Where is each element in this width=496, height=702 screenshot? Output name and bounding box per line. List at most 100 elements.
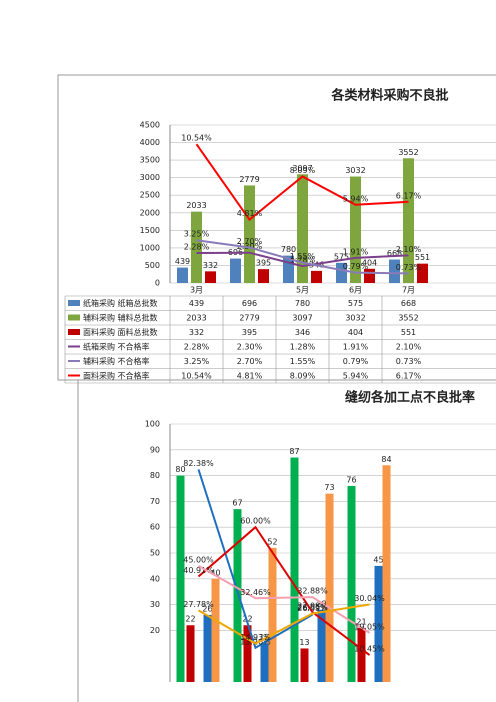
data-label: 6.17% <box>396 191 422 200</box>
y-tick-label: 2500 <box>140 191 160 200</box>
table-cell: 3.25% <box>184 357 210 366</box>
data-label: 21 <box>356 617 366 626</box>
table-cell: 3032 <box>345 314 365 323</box>
legend-swatch <box>68 314 80 321</box>
bar <box>364 268 375 283</box>
data-label: 439 <box>175 257 190 266</box>
data-label: 84 <box>381 455 391 464</box>
legend-label: 面料采购 不合格率 <box>83 371 150 381</box>
data-label: 45.00% <box>183 555 214 564</box>
bar <box>268 547 277 682</box>
bar <box>258 269 269 283</box>
table-cell: 8.09% <box>290 372 316 381</box>
data-label: 26.55% <box>297 603 328 612</box>
bar <box>417 263 428 283</box>
table-cell: 2033 <box>186 314 206 323</box>
y-tick-label: 60 <box>150 523 160 532</box>
data-label: 87 <box>289 447 299 456</box>
table-cell: 2779 <box>239 314 259 323</box>
table-cell: 4.81% <box>237 372 263 381</box>
y-tick-label: 20 <box>150 626 160 635</box>
bar <box>211 578 220 682</box>
y-tick-label: 50 <box>150 549 160 558</box>
y-tick-label: 70 <box>150 497 160 506</box>
bar <box>374 565 383 682</box>
y-tick-label: 3000 <box>140 173 160 182</box>
x-tick-label: 6月 <box>349 286 362 295</box>
data-label: 10.54% <box>181 134 212 143</box>
data-label: 13 <box>299 638 309 647</box>
data-label: 551 <box>415 253 430 262</box>
x-tick-label: 3月 <box>190 286 203 295</box>
bar <box>297 174 308 283</box>
data-label: 27.78% <box>183 600 214 609</box>
bar <box>244 185 255 283</box>
bar <box>203 614 212 682</box>
data-label: 1.55% <box>290 252 316 261</box>
data-label: 27.08% <box>297 602 328 611</box>
data-label: 40.91% <box>183 566 214 575</box>
data-label: 575 <box>334 252 349 261</box>
data-label: 22 <box>242 615 252 624</box>
x-tick-label: 5月 <box>296 286 309 295</box>
legend-swatch <box>68 300 80 306</box>
table-cell: 0.79% <box>343 357 369 366</box>
chart-title: 各类材料采购不良批 <box>330 88 448 104</box>
table-cell: 439 <box>189 299 204 308</box>
y-tick-label: 2000 <box>140 208 160 217</box>
table-cell: 1.91% <box>343 343 369 352</box>
data-label: 10.45% <box>354 645 385 654</box>
bar <box>176 475 185 682</box>
table-cell: 1.28% <box>290 343 316 352</box>
legend-label: 纸箱采购 不合格率 <box>83 342 150 352</box>
y-tick-label: 4500 <box>140 121 160 130</box>
data-label: 2779 <box>239 175 259 184</box>
bar <box>186 625 195 682</box>
bar <box>290 457 299 682</box>
bar <box>205 271 216 283</box>
data-label: 30.04% <box>354 594 385 603</box>
y-tick-label: 1000 <box>140 243 160 252</box>
data-label: 0.79% <box>343 262 369 271</box>
chart-frame <box>77 379 496 702</box>
legend-label: 辅料采购 不合格率 <box>83 356 150 366</box>
table-cell: 2.28% <box>184 343 210 352</box>
bar <box>283 255 294 283</box>
table-cell: 346 <box>295 328 310 337</box>
y-tick-label: 40 <box>150 574 160 583</box>
data-label: 22 <box>185 615 195 624</box>
table-cell: 575 <box>348 299 363 308</box>
x-tick-label: 7月 <box>402 286 415 295</box>
table-cell: 5.94% <box>343 372 369 381</box>
legend-label: 辅料采购 辅料总批数 <box>83 313 158 323</box>
legend-swatch <box>68 329 80 335</box>
data-label: 404 <box>362 258 377 267</box>
data-label: 13.26% <box>240 637 271 646</box>
data-label: 45 <box>373 555 383 564</box>
data-label: 80 <box>175 465 185 474</box>
table-cell: 1.55% <box>290 357 316 366</box>
data-label: 52 <box>267 537 277 546</box>
data-label: 2.28% <box>184 242 210 251</box>
legend-label: 纸箱采购 纸箱总批数 <box>83 298 158 308</box>
data-label: 67 <box>232 499 242 508</box>
data-label: 76 <box>346 475 356 484</box>
data-label: 3032 <box>345 166 365 175</box>
bar <box>325 493 334 682</box>
bar <box>347 485 356 682</box>
bar <box>230 258 241 283</box>
data-label: 60.00% <box>240 517 271 526</box>
line-series <box>196 251 409 268</box>
bar <box>357 627 366 682</box>
bar <box>233 509 242 682</box>
bar <box>243 625 252 682</box>
table-cell: 332 <box>189 328 204 337</box>
data-label: 3552 <box>398 148 418 157</box>
line-series <box>197 525 371 656</box>
bar <box>389 259 400 283</box>
y-tick-label: 1500 <box>140 226 160 235</box>
bar <box>311 270 322 283</box>
data-label: 3097 <box>292 164 312 173</box>
line-series <box>197 469 314 650</box>
